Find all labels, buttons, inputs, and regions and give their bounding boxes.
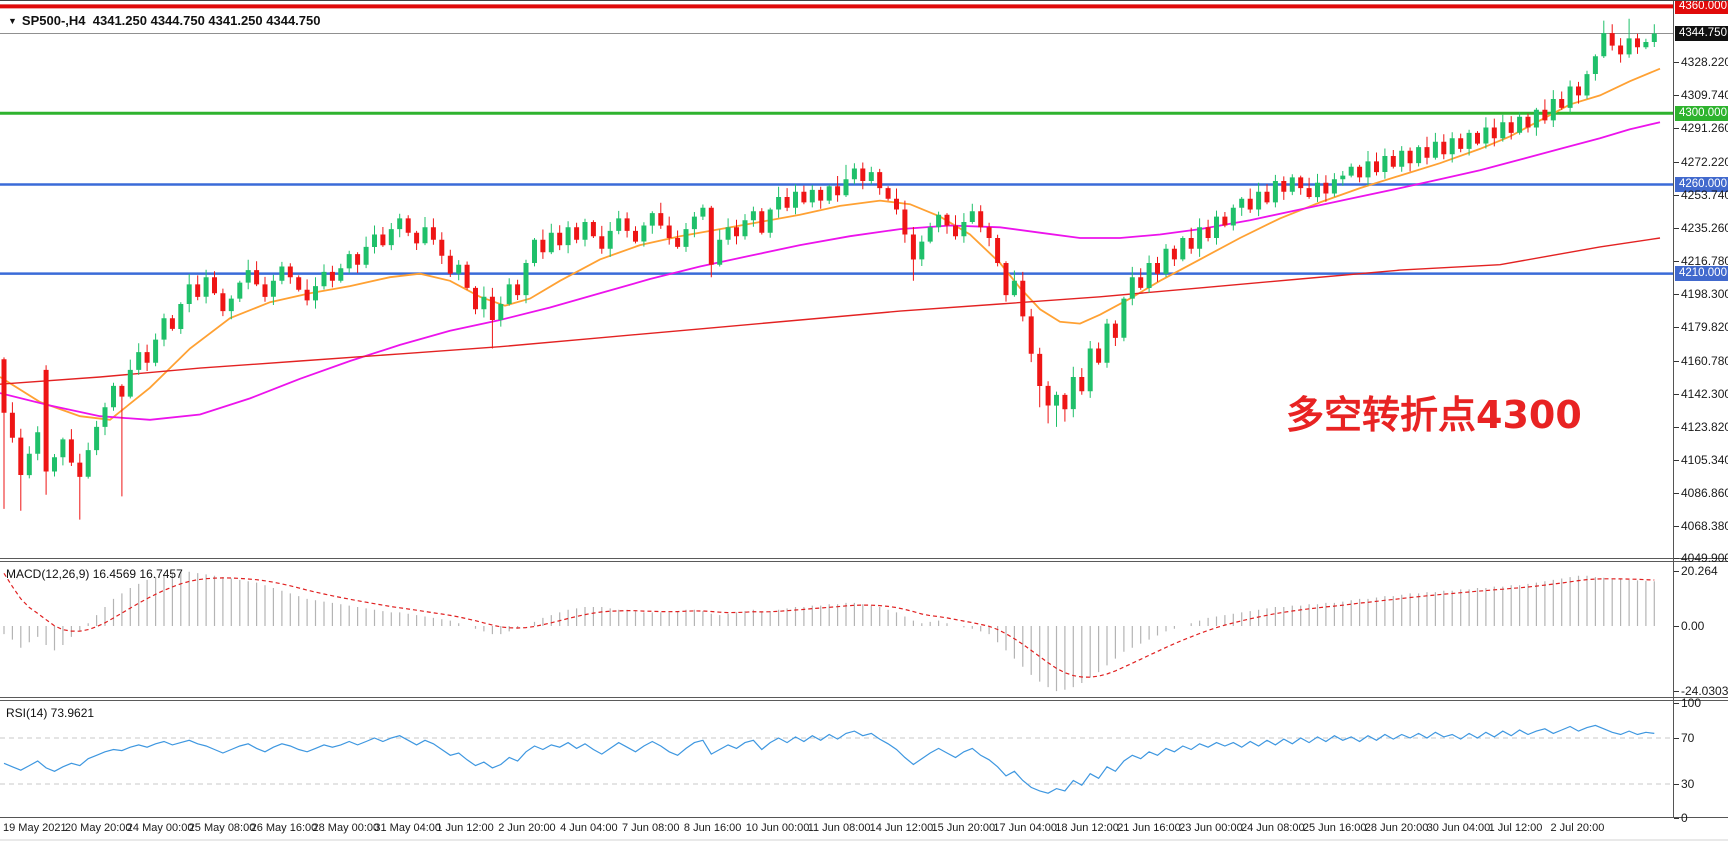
- price-axis-label: 4216.780: [1673, 254, 1728, 269]
- macd-indicator-label: MACD(12,26,9) 16.4569 16.7457: [6, 567, 183, 581]
- time-axis-line: [0, 817, 1728, 818]
- time-axis-label: 21 Jun 16:00: [1117, 822, 1181, 834]
- time-axis-label: 20 May 20:00: [64, 822, 132, 834]
- chart-title-symbol: SP500-,H4: [21, 13, 86, 28]
- price-axis-label: 4160.780: [1673, 354, 1728, 369]
- time-axis-label: 15 Jun 20:00: [931, 822, 996, 834]
- time-axis-label: 11 Jun 08:00: [807, 822, 871, 834]
- time-axis-label: 4 Jun 04:00: [560, 822, 618, 834]
- time-axis-label: 10 Jun 00:00: [745, 822, 810, 834]
- rsi-axis-label: 70: [1673, 731, 1695, 745]
- price-axis-label: 4068.380: [1673, 519, 1728, 534]
- current-price-badge: 4344.750: [1675, 26, 1728, 41]
- time-axis-label: 17 Jun 04:00: [993, 822, 1058, 834]
- price-axis-label: 4198.300: [1673, 287, 1728, 302]
- price-level-badge: 4210.000: [1675, 266, 1728, 281]
- rsi-axis-label: 30: [1673, 777, 1695, 791]
- rsi-axis-label: 0: [1674, 811, 1688, 825]
- price-axis-label: 4291.260: [1673, 121, 1728, 136]
- time-axis-label: 30 Jun 04:00: [1426, 822, 1491, 834]
- moving-average-slow-red[interactable]: [0, 237, 1661, 385]
- time-axis-label: 24 Jun 08:00: [1241, 822, 1305, 834]
- price-axis-label: 4105.340: [1673, 453, 1728, 468]
- price-axis-label: 4309.740: [1673, 88, 1728, 103]
- time-axis-label: 1 Jun 12:00: [436, 822, 494, 834]
- time-axis-label: 28 Jun 20:00: [1364, 822, 1429, 834]
- macd-signal-line: [3, 572, 1655, 678]
- price-axis-label: 4253.740: [1673, 188, 1728, 203]
- price-axis-line[interactable]: [1673, 1, 1674, 817]
- rsi-pane-separator[interactable]: [0, 697, 1728, 701]
- main-price-chart[interactable]: [0, 1, 1673, 559]
- time-axis-label: 2 Jul 20:00: [1550, 822, 1605, 834]
- price-level-badge: 4300.000: [1675, 106, 1728, 121]
- macd-axis-label: -24.0303: [1673, 684, 1728, 698]
- price-level-badge: 4360.000: [1675, 1, 1728, 14]
- chart-title-ohlc: 4341.250 4344.750 4341.250 4344.750: [92, 13, 321, 28]
- time-axis-label: 24 May 00:00: [126, 822, 194, 834]
- price-axis-label: 4142.300: [1673, 387, 1728, 402]
- symbol-marker-icon: ▼: [8, 16, 17, 26]
- time-axis-label: 25 May 08:00: [188, 822, 256, 834]
- chart-title: ▼ SP500-,H4 4341.250 4344.750 4341.250 43…: [8, 13, 320, 28]
- moving-average-mid-magenta[interactable]: [0, 121, 1661, 421]
- macd-indicator-pane[interactable]: [0, 563, 1673, 698]
- window-bottom-edge: [0, 839, 1728, 841]
- macd-axis-label: 20.264: [1674, 564, 1718, 578]
- macd-pane-separator[interactable]: [0, 558, 1728, 562]
- price-axis-label: 4049.900: [1673, 551, 1728, 566]
- time-axis-label: 18 Jun 12:00: [1055, 822, 1119, 834]
- time-axis-label: 25 Jun 16:00: [1302, 822, 1367, 834]
- macd-histogram: [3, 571, 1655, 692]
- time-axis-label: 28 May 00:00: [312, 822, 380, 834]
- time-axis-label: 26 May 16:00: [250, 822, 318, 834]
- price-axis-label: 4179.820: [1673, 320, 1728, 335]
- chart-text-annotation: 多空转折点4300: [1286, 393, 1582, 437]
- time-axis-label: 31 May 04:00: [374, 822, 442, 834]
- macd-axis-label: 0.00: [1673, 619, 1705, 633]
- time-axis-label: 19 May 2021: [3, 822, 67, 834]
- time-axis-label: 14 Jun 12:00: [869, 822, 934, 834]
- time-axis-label: 7 Jun 08:00: [622, 822, 680, 834]
- price-level-badge: 4260.000: [1675, 177, 1728, 192]
- time-axis-label: 1 Jul 12:00: [1488, 822, 1543, 834]
- rsi-indicator-label: RSI(14) 73.9621: [6, 706, 95, 720]
- price-axis-label: 4235.260: [1673, 221, 1728, 236]
- time-axis-label: 2 Jun 20:00: [498, 822, 556, 834]
- price-axis-label: 4272.220: [1673, 155, 1728, 170]
- time-axis-label: 8 Jun 16:00: [683, 822, 742, 834]
- rsi-axis-label: 100: [1673, 696, 1702, 710]
- price-axis-label: 4086.860: [1673, 486, 1728, 501]
- moving-average-fast-orange[interactable]: [0, 67, 1661, 421]
- price-axis-label: 4328.220: [1673, 55, 1728, 70]
- rsi-line: [3, 724, 1655, 794]
- price-axis-label: 4123.820: [1673, 420, 1728, 435]
- time-axis-label: 23 Jun 00:00: [1179, 822, 1243, 834]
- rsi-indicator-pane[interactable]: [0, 701, 1673, 817]
